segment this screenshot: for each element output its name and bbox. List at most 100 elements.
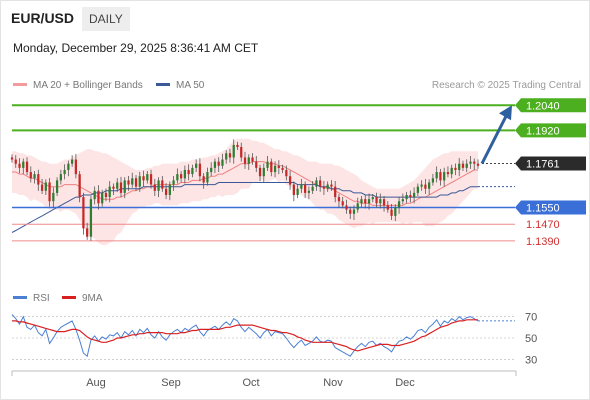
x-axis-month-label: Nov — [323, 377, 343, 389]
rsi-level-label: 30 — [525, 354, 537, 366]
candle-down — [29, 172, 32, 179]
candle-down — [240, 147, 243, 158]
candle-up — [168, 184, 171, 195]
candle-down — [202, 176, 205, 183]
candle-up — [71, 159, 74, 164]
candle-down — [228, 153, 232, 158]
candle-down — [251, 157, 254, 162]
candle-up — [307, 190, 311, 193]
candle-up — [394, 207, 397, 216]
candle-up — [172, 180, 175, 185]
candle-down — [285, 169, 288, 177]
candle-up — [93, 190, 96, 200]
candle-down — [277, 165, 280, 168]
candle-down — [112, 186, 115, 189]
candle-down — [255, 161, 258, 168]
candle-up — [371, 197, 374, 200]
candle-up — [44, 182, 47, 191]
candle-up — [450, 167, 453, 175]
candle-up — [367, 199, 371, 204]
candle-down — [25, 161, 29, 173]
candle-down — [345, 205, 348, 210]
candle-up — [469, 161, 472, 164]
rsi-legend-label: RSI — [33, 293, 50, 304]
candle-up — [443, 172, 446, 181]
candle-up — [360, 199, 363, 204]
candle-up — [89, 199, 93, 237]
candle-up — [435, 172, 438, 179]
candle-down — [473, 161, 476, 164]
rsi-ma9-line — [12, 319, 478, 352]
candle-down — [82, 197, 85, 229]
period-selector[interactable]: DAILY — [82, 7, 130, 31]
candle-down — [292, 184, 295, 195]
rsi-ma-swatch — [62, 295, 76, 299]
candle-down — [217, 161, 220, 166]
price-level-label: 1.1390 — [526, 236, 560, 248]
candle-up — [138, 176, 141, 187]
candle-down — [86, 228, 89, 237]
candle-down — [119, 182, 123, 193]
ma50-legend-label: MA 50 — [176, 80, 205, 91]
candle-down — [319, 180, 322, 187]
candle-down — [322, 186, 326, 189]
candle-up — [176, 174, 179, 181]
candle-down — [48, 182, 51, 202]
candle-up — [247, 157, 250, 164]
candle-up — [465, 163, 468, 168]
candle-down — [164, 188, 168, 195]
candle-up — [206, 172, 209, 183]
candle-up — [420, 184, 423, 187]
candle-up — [225, 153, 228, 160]
candle-down — [97, 190, 100, 204]
ma20-legend-label: MA 20 + Bollinger Bands — [33, 80, 143, 91]
x-axis-month-label: Sep — [161, 377, 181, 389]
candle-up — [183, 169, 186, 179]
target-level-tag — [515, 98, 586, 113]
price-level-label: 1.1470 — [526, 219, 560, 231]
candle-down — [337, 197, 341, 202]
candle-down — [78, 174, 81, 198]
x-axis-month-label: Aug — [86, 377, 106, 389]
candle-down — [386, 205, 389, 210]
candle-down — [40, 184, 44, 191]
candle-down — [439, 172, 442, 181]
candle-down — [270, 161, 273, 173]
candle-up — [352, 209, 356, 214]
candle-up — [213, 161, 217, 168]
x-axis-month-label: Oct — [242, 377, 259, 389]
pivot-level-tag — [515, 200, 586, 215]
candle-down — [341, 201, 344, 206]
candle-down — [142, 176, 145, 181]
candle-down — [149, 174, 153, 185]
candle-up — [262, 167, 265, 177]
candle-up — [131, 178, 134, 185]
candle-up — [401, 199, 404, 202]
candle-up — [412, 192, 416, 198]
candle-up — [296, 188, 299, 195]
forecast-arrow-head — [499, 105, 512, 121]
x-axis-month-label: Dec — [395, 377, 415, 389]
candle-down — [161, 180, 164, 189]
rsi-swatch — [13, 295, 27, 299]
candle-up — [55, 180, 59, 193]
candle-up — [33, 174, 36, 179]
candle-down — [424, 184, 427, 189]
candle-down — [334, 186, 337, 198]
target-level-tag — [515, 123, 586, 138]
candle-up — [405, 194, 408, 200]
chart-header: EUR/USD DAILY — [0, 0, 590, 36]
candle-down — [243, 157, 247, 164]
legend-rsi-ma: 9MA — [62, 293, 103, 304]
candle-up — [22, 161, 25, 168]
bollinger-band-area — [12, 138, 478, 246]
candle-up — [63, 169, 66, 175]
candle-up — [146, 174, 149, 181]
candle-down — [236, 144, 239, 148]
candle-up — [52, 192, 55, 202]
candle-down — [364, 199, 367, 204]
forecast-arrow-shaft — [480, 113, 509, 165]
candle-down — [198, 163, 202, 177]
current-level-tag — [515, 156, 586, 171]
